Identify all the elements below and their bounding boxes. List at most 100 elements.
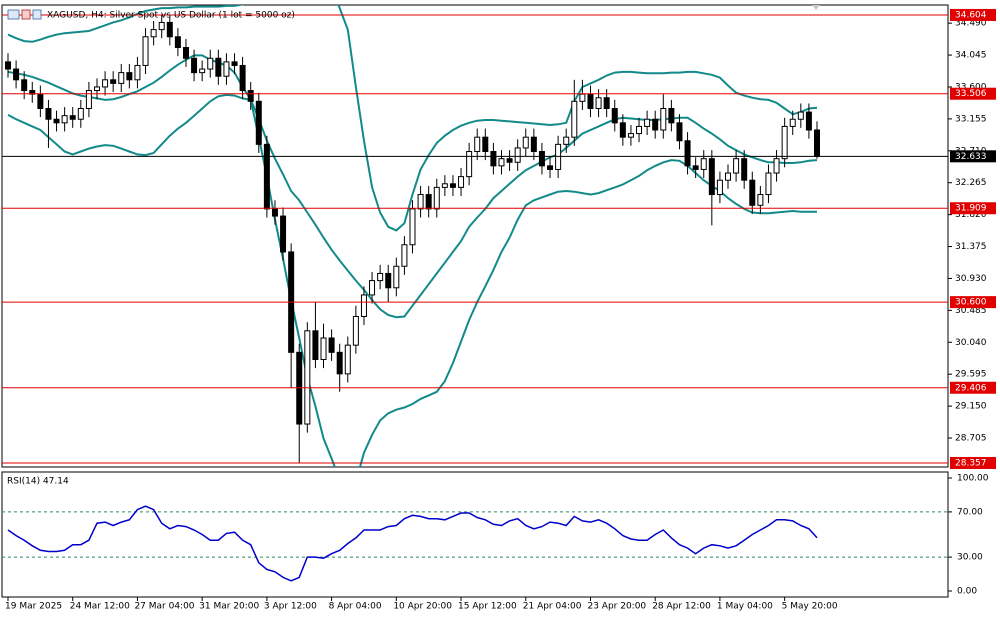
level-label-box bbox=[950, 8, 996, 21]
level-label-box bbox=[950, 456, 996, 469]
candle-body bbox=[522, 136, 529, 149]
candle-body bbox=[490, 151, 497, 167]
candle-body bbox=[369, 280, 376, 296]
candle-body bbox=[360, 294, 367, 317]
level-label: 28.357 bbox=[955, 458, 987, 468]
y-tick-label: 30.485 bbox=[955, 306, 987, 316]
candle-body bbox=[13, 68, 20, 81]
candle-body bbox=[555, 143, 562, 170]
candle-body bbox=[603, 97, 610, 109]
candle-body bbox=[336, 351, 343, 375]
level-label-box bbox=[950, 296, 996, 309]
y-tick-label: 34.045 bbox=[955, 51, 987, 61]
candle-body bbox=[433, 186, 440, 210]
candle-body bbox=[797, 111, 804, 120]
y-tick-label: 31.375 bbox=[955, 242, 987, 252]
y-tick-label: 33.600 bbox=[955, 82, 987, 92]
candle-body bbox=[377, 272, 384, 282]
x-tick-label: 1 May 04:00 bbox=[717, 602, 773, 612]
candle-body bbox=[77, 107, 84, 120]
candle-body bbox=[166, 21, 173, 38]
candle-body bbox=[530, 136, 537, 153]
candle-body bbox=[393, 265, 400, 289]
candle-body bbox=[409, 208, 416, 246]
candle-body bbox=[725, 172, 732, 181]
y-tick-label: 30.040 bbox=[955, 338, 987, 348]
candle-body bbox=[644, 118, 651, 127]
main-panel bbox=[1, 4, 949, 468]
x-tick-label: 15 Apr 12:00 bbox=[458, 602, 517, 612]
candle-body bbox=[320, 337, 327, 360]
candle-body bbox=[466, 151, 473, 178]
bollinger-middle bbox=[7, 54, 818, 319]
candle-body bbox=[142, 36, 149, 66]
x-tick-label: 21 Apr 04:00 bbox=[523, 602, 582, 612]
candle-body bbox=[352, 315, 359, 346]
x-tick-label: 27 Mar 04:00 bbox=[134, 602, 194, 612]
candle-body bbox=[134, 64, 141, 81]
candle-body bbox=[749, 179, 756, 206]
candle-body bbox=[789, 118, 796, 127]
candle-body bbox=[611, 107, 618, 124]
rsi-panel bbox=[1, 471, 949, 598]
y-tick-label: 34.490 bbox=[955, 19, 987, 29]
candle-body bbox=[174, 36, 181, 49]
candle-body bbox=[158, 21, 165, 31]
candle-body bbox=[207, 57, 214, 70]
candle-body bbox=[110, 79, 117, 84]
candle-body bbox=[627, 133, 634, 138]
candle-body bbox=[344, 344, 351, 375]
candle-body bbox=[538, 151, 545, 167]
candle-body bbox=[385, 272, 392, 289]
x-tick-label: 5 May 20:00 bbox=[782, 602, 838, 612]
x-tick-label: 28 Apr 12:00 bbox=[652, 602, 711, 612]
candle-body bbox=[53, 118, 60, 124]
price-label-box bbox=[950, 150, 996, 163]
x-tick-label: 8 Apr 04:00 bbox=[329, 602, 382, 612]
candle-body bbox=[263, 143, 270, 210]
candle-body bbox=[280, 215, 287, 253]
rsi-y-tick-label: 0.00 bbox=[957, 587, 977, 597]
candle-body bbox=[684, 140, 691, 167]
candle-body bbox=[182, 47, 189, 59]
x-tick-label: 24 Mar 12:00 bbox=[70, 602, 130, 612]
candle-body bbox=[449, 183, 456, 188]
candle-body bbox=[571, 100, 578, 138]
y-tick-label: 28.705 bbox=[955, 434, 987, 444]
candle-body bbox=[312, 330, 319, 360]
candle-body bbox=[579, 93, 586, 102]
y-tick-label: 31.820 bbox=[955, 210, 987, 220]
axes: 34.49034.04533.60033.15532.71032.26531.8… bbox=[5, 8, 996, 612]
candle-body bbox=[150, 29, 157, 38]
candle-body bbox=[676, 122, 683, 142]
chart-title: XAGUSD, H4: Silver Spot vs US Dollar (1 … bbox=[47, 11, 295, 21]
candle-body bbox=[773, 158, 780, 174]
level-label-box bbox=[950, 381, 996, 394]
price-plot bbox=[2, 5, 948, 467]
candle-body bbox=[733, 158, 740, 174]
candle-body bbox=[652, 118, 659, 131]
candle-body bbox=[21, 79, 28, 92]
candle-body bbox=[231, 61, 238, 66]
x-tick-label: 19 Mar 2025 bbox=[5, 602, 62, 612]
candle-body bbox=[102, 79, 109, 88]
candle-body bbox=[271, 208, 278, 217]
shift-marker bbox=[812, 5, 820, 10]
candle-body bbox=[563, 136, 570, 145]
y-tick-label: 29.595 bbox=[955, 370, 987, 380]
rsi-y-tick-label: 100.00 bbox=[957, 473, 989, 483]
candle-body bbox=[708, 158, 715, 196]
candle-body bbox=[587, 93, 594, 109]
level-label: 34.604 bbox=[955, 10, 987, 20]
candle-body bbox=[401, 244, 408, 267]
rsi-y-tick-label: 30.00 bbox=[957, 553, 983, 563]
candle-body bbox=[93, 86, 100, 92]
level-label: 33.506 bbox=[955, 89, 987, 99]
level-label: 30.600 bbox=[955, 298, 987, 308]
candle-body bbox=[69, 115, 76, 120]
level-label-box bbox=[950, 202, 996, 215]
candle-body bbox=[458, 176, 465, 188]
candle-body bbox=[191, 57, 198, 74]
